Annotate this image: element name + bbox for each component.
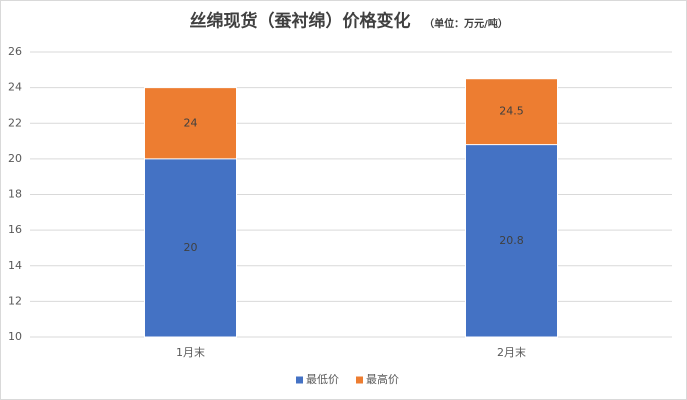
legend-swatch	[356, 376, 363, 384]
data-label: 20.8	[499, 234, 524, 247]
y-tick-label: 14	[8, 259, 22, 272]
legend-label: 最高价	[366, 372, 399, 386]
y-tick-label: 18	[8, 188, 22, 201]
legend-label: 最低价	[306, 373, 339, 386]
y-tick-label: 10	[8, 330, 22, 343]
legend-swatch	[296, 376, 303, 384]
x-tick-label: 1月末	[176, 345, 205, 359]
x-tick-label: 2月末	[497, 345, 526, 359]
data-label: 20	[184, 241, 198, 254]
y-tick-label: 20	[8, 152, 22, 165]
chart-subtitle: （单位：万元/吨）	[424, 17, 508, 30]
y-tick-label: 16	[8, 223, 22, 236]
y-tick-label: 24	[8, 81, 22, 94]
chart-title: 丝绵现货（蚕衬绵）价格变化	[190, 11, 411, 32]
y-tick-label: 22	[8, 116, 22, 129]
bar	[144, 158, 237, 338]
data-label: 24	[184, 116, 198, 129]
y-tick-label: 26	[8, 45, 22, 58]
data-label: 24.5	[499, 105, 524, 118]
y-tick-label: 12	[8, 294, 22, 307]
bar	[465, 144, 558, 338]
